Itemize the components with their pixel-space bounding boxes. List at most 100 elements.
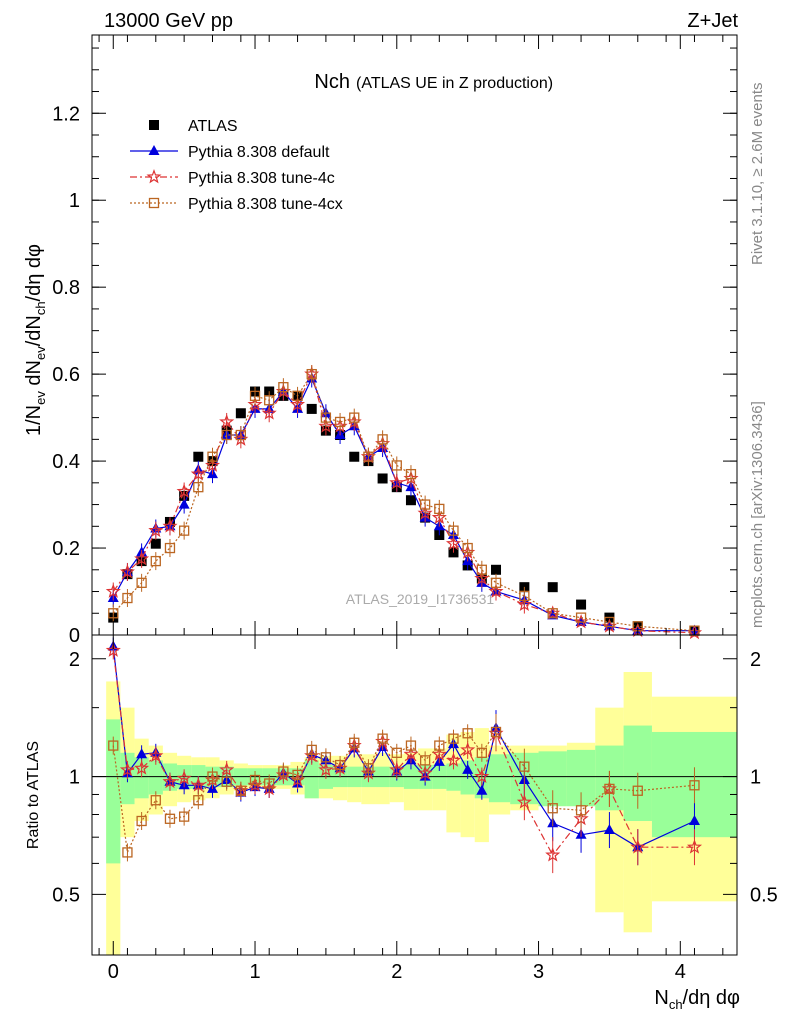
- x-tick-label: 0: [108, 961, 119, 983]
- data-point: [190, 466, 206, 481]
- ratio-point: [462, 728, 473, 739]
- ratio-series-line: [112, 730, 695, 855]
- ratio-point: [460, 742, 476, 757]
- ratio-y-tick-label-right: 2: [750, 649, 761, 671]
- data-point: [162, 518, 178, 533]
- data-point: [164, 542, 176, 554]
- data-point: [391, 460, 402, 471]
- ratio-point: [193, 795, 204, 806]
- ratio-point: [162, 773, 178, 789]
- inner-band: [488, 754, 511, 803]
- ratio-point: [278, 766, 289, 777]
- ratio-point: [105, 642, 121, 657]
- data-point: [150, 555, 161, 567]
- data-point: [349, 451, 360, 462]
- ratio-point: [431, 746, 447, 761]
- ratio-y-tick-label: 0.5: [52, 884, 80, 906]
- ratio-point: [474, 768, 490, 784]
- ratio-series-line: [112, 650, 695, 857]
- mcplots-label: mcplots.cern.ch [arXiv:1306.3436]: [749, 401, 766, 628]
- x-axis-label: Nch/dη dφ: [654, 987, 740, 1012]
- ratio-point: [547, 803, 558, 814]
- data-point: [278, 382, 289, 393]
- data-point: [193, 451, 204, 462]
- ratio-point: [349, 737, 360, 748]
- ratio-point: [688, 814, 700, 825]
- ratio-point: [334, 759, 346, 771]
- x-tick-label: 3: [533, 961, 544, 983]
- series-line: [112, 377, 695, 632]
- ratio-point: [249, 774, 261, 786]
- ratio-point: [363, 763, 374, 774]
- ratio-point: [604, 783, 615, 795]
- data-point: [474, 570, 490, 585]
- inner-band: [106, 719, 121, 864]
- analysis-watermark: ATLAS_2019_I1736531: [346, 591, 495, 607]
- main-subtitle: (ATLAS UE in Z production): [356, 75, 553, 92]
- ratio-point: [190, 777, 206, 792]
- data-point: [547, 582, 558, 593]
- data-point: [576, 599, 587, 610]
- inner-band: [304, 760, 319, 799]
- ratio-point: [391, 747, 402, 758]
- legend-marker: [148, 145, 160, 155]
- ratio-panel: 0.5 0.5 1 1 2 2 0 1 2 3 4 Ratio to ATLAS Nch/dη dφ: [25, 634, 778, 1012]
- y-tick-label: 0.6: [52, 364, 80, 386]
- data-point: [108, 608, 119, 619]
- ratio-point: [417, 765, 433, 780]
- series-line: [112, 372, 695, 632]
- header-left: 13000 GeV pp: [104, 10, 233, 32]
- legend-marker: [148, 197, 160, 209]
- y-tick-label: 1: [69, 190, 80, 212]
- data-point: [575, 612, 587, 623]
- data-point: [604, 616, 615, 628]
- y-tick-label: 0: [69, 625, 80, 647]
- data-point: [178, 525, 190, 536]
- data-point: [462, 542, 473, 554]
- legend-label: Pythia 8.308 default: [188, 144, 330, 161]
- ratio-point: [119, 762, 135, 777]
- ratio-point: [150, 795, 161, 806]
- rivet-label: Rivet 3.1.10, ≥ 2.6M events: [749, 83, 766, 266]
- ratio-point: [221, 776, 232, 787]
- ratio-point: [575, 805, 587, 816]
- data-point: [119, 564, 135, 579]
- ratio-point: [632, 785, 643, 796]
- ratio-point: [490, 726, 502, 738]
- data-point: [434, 503, 445, 515]
- ratio-point: [545, 847, 561, 862]
- main-y-axis-label: 1/Nev dNev/dNch/dη dφ: [23, 244, 48, 436]
- data-point: [516, 596, 532, 612]
- data-point: [334, 416, 346, 428]
- x-tick-label: 2: [391, 961, 402, 983]
- main-title: Nch: [314, 71, 350, 93]
- data-point: [519, 590, 530, 602]
- ratio-point: [448, 733, 459, 744]
- data-point: [204, 457, 221, 472]
- data-point: [105, 583, 121, 598]
- ratio-y-tick-label: 1: [69, 767, 80, 789]
- ratio-point: [630, 839, 646, 854]
- data-point: [150, 538, 161, 549]
- data-point: [193, 482, 204, 493]
- ratio-point: [476, 784, 488, 795]
- ratio-point: [292, 769, 303, 781]
- data-point: [235, 408, 246, 419]
- ratio-y-tick-label-right: 1: [750, 767, 761, 789]
- ratio-point: [134, 760, 150, 775]
- data-point: [136, 577, 147, 588]
- data-point: [176, 483, 192, 498]
- ratio-point: [320, 752, 332, 763]
- ratio-point: [148, 747, 164, 763]
- legend: ATLAS Pythia 8.308 default Pythia 8.308 tu…: [130, 118, 343, 213]
- data-point: [134, 550, 150, 566]
- legend-label: Pythia 8.308 tune-4cx: [188, 196, 343, 213]
- ratio-series-line: [112, 646, 695, 848]
- ratio-point: [176, 770, 192, 785]
- data-point: [122, 592, 133, 604]
- data-point: [419, 499, 431, 510]
- legend-label: Pythia 8.308 tune-4c: [188, 170, 335, 187]
- ratio-point: [264, 778, 275, 789]
- ratio-point: [178, 811, 190, 822]
